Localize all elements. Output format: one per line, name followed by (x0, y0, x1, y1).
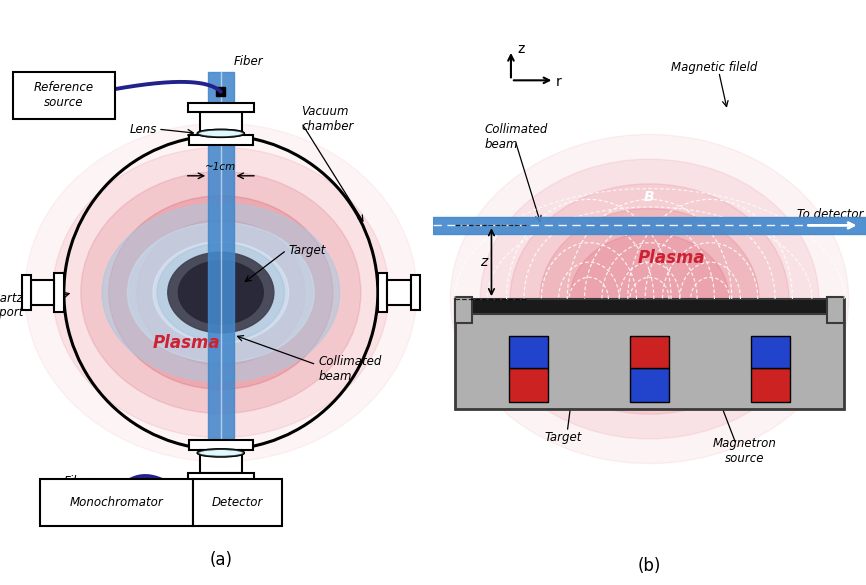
Text: Magnetron
source: Magnetron source (713, 436, 777, 464)
Text: Plasma: Plasma (153, 335, 221, 352)
FancyBboxPatch shape (193, 479, 282, 526)
Bar (189, 440, 253, 449)
Bar (378, 273, 387, 312)
Ellipse shape (450, 135, 849, 463)
Ellipse shape (81, 171, 361, 414)
Bar (199, 449, 242, 473)
Bar (216, 488, 225, 498)
Bar (455, 297, 472, 323)
Ellipse shape (197, 449, 244, 457)
Text: Target: Target (288, 243, 326, 257)
Text: r: r (556, 75, 561, 90)
Bar (630, 336, 669, 368)
Ellipse shape (178, 261, 263, 324)
Bar (189, 136, 253, 145)
Text: Magnetic fileld: Magnetic fileld (671, 61, 758, 74)
Text: Detector: Detector (212, 496, 263, 509)
Ellipse shape (102, 204, 339, 381)
Bar (455, 299, 844, 410)
Text: Collimated
beam: Collimated beam (319, 355, 382, 383)
Bar (509, 368, 547, 402)
Text: Lens: Lens (130, 123, 158, 136)
Ellipse shape (157, 244, 284, 341)
Ellipse shape (197, 129, 244, 137)
Bar (22, 275, 31, 310)
Bar (216, 87, 225, 97)
Bar (751, 368, 790, 402)
Bar (433, 217, 866, 233)
Bar (630, 368, 669, 402)
Bar (208, 72, 234, 496)
Text: Target: Target (544, 431, 582, 444)
Text: Collimated
beam: Collimated beam (485, 123, 548, 150)
Ellipse shape (53, 147, 389, 438)
Ellipse shape (197, 129, 244, 137)
FancyBboxPatch shape (41, 479, 193, 526)
Bar (751, 336, 790, 368)
Ellipse shape (25, 123, 417, 462)
Text: ~1cm: ~1cm (205, 161, 236, 171)
Bar (827, 297, 844, 323)
Text: z: z (480, 255, 488, 269)
Ellipse shape (109, 196, 333, 389)
Text: Monochromator: Monochromator (70, 496, 164, 509)
Text: Reference
source: Reference source (34, 81, 94, 109)
Bar (199, 112, 242, 136)
Bar (31, 280, 55, 305)
Text: Quartz
viewport: Quartz viewport (0, 291, 23, 319)
Text: B: B (644, 190, 655, 204)
Ellipse shape (540, 208, 759, 390)
Text: Plasma: Plasma (637, 249, 705, 267)
Bar (410, 275, 420, 310)
Bar (455, 299, 844, 314)
Ellipse shape (570, 233, 729, 365)
Text: (a): (a) (210, 551, 232, 569)
Ellipse shape (480, 159, 819, 439)
Ellipse shape (127, 222, 314, 363)
Ellipse shape (510, 184, 789, 414)
Bar (188, 103, 254, 112)
Bar (387, 280, 410, 305)
Ellipse shape (168, 252, 274, 333)
Text: Fiber: Fiber (234, 55, 263, 68)
Text: Fiber: Fiber (64, 475, 94, 488)
Text: z: z (517, 42, 525, 56)
Ellipse shape (153, 242, 288, 343)
Bar (188, 473, 254, 482)
Bar (509, 336, 547, 368)
Text: (b): (b) (638, 557, 661, 574)
Text: Vacuum
chamber: Vacuum chamber (301, 105, 354, 133)
Ellipse shape (197, 449, 244, 457)
Bar (55, 273, 64, 312)
Ellipse shape (137, 220, 305, 365)
Text: To detector: To detector (798, 208, 864, 221)
FancyBboxPatch shape (13, 72, 114, 119)
